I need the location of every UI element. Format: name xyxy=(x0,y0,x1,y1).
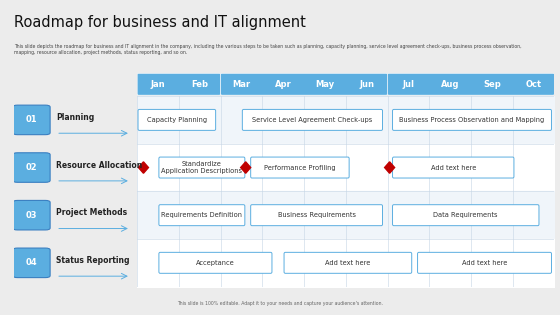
Text: Standardize
Application Descriptions: Standardize Application Descriptions xyxy=(161,161,242,174)
Text: Resource Allocation: Resource Allocation xyxy=(56,161,142,170)
FancyBboxPatch shape xyxy=(284,252,412,273)
Text: Roadmap for business and IT alignment: Roadmap for business and IT alignment xyxy=(14,15,306,30)
Text: Jun: Jun xyxy=(359,80,374,89)
FancyBboxPatch shape xyxy=(393,205,539,226)
Text: Planning: Planning xyxy=(56,113,95,122)
Text: This slide is 100% editable. Adapt it to your needs and capture your audience's : This slide is 100% editable. Adapt it to… xyxy=(177,301,383,306)
Text: Status Reporting: Status Reporting xyxy=(56,256,129,265)
FancyBboxPatch shape xyxy=(251,205,382,226)
Text: Sep: Sep xyxy=(483,80,501,89)
Text: Feb: Feb xyxy=(192,80,208,89)
Text: Requirements Definition: Requirements Definition xyxy=(161,212,242,218)
Text: May: May xyxy=(315,80,334,89)
FancyBboxPatch shape xyxy=(393,109,552,130)
Text: Project Methods: Project Methods xyxy=(56,208,127,217)
Text: Performance Profiling: Performance Profiling xyxy=(264,164,336,170)
Text: 01: 01 xyxy=(26,115,38,124)
FancyBboxPatch shape xyxy=(13,248,50,278)
Text: Business Process Observation and Mapping: Business Process Observation and Mapping xyxy=(399,117,545,123)
Text: Acceptance: Acceptance xyxy=(196,260,235,266)
FancyBboxPatch shape xyxy=(13,153,50,182)
FancyBboxPatch shape xyxy=(137,73,221,95)
FancyBboxPatch shape xyxy=(159,157,245,178)
FancyBboxPatch shape xyxy=(138,109,216,130)
Text: Mar: Mar xyxy=(232,80,250,89)
FancyBboxPatch shape xyxy=(393,157,514,178)
Text: Oct: Oct xyxy=(525,80,542,89)
FancyBboxPatch shape xyxy=(251,157,349,178)
Text: Data Requirements: Data Requirements xyxy=(433,212,498,218)
Text: 04: 04 xyxy=(26,258,38,267)
Text: 03: 03 xyxy=(26,211,37,220)
Text: Jul: Jul xyxy=(403,80,414,89)
Text: Add text here: Add text here xyxy=(325,260,371,266)
Text: Jan: Jan xyxy=(151,80,165,89)
FancyBboxPatch shape xyxy=(221,73,388,95)
Text: Service Level Agreement Check-ups: Service Level Agreement Check-ups xyxy=(253,117,372,123)
Polygon shape xyxy=(385,162,395,173)
FancyBboxPatch shape xyxy=(388,73,554,95)
Polygon shape xyxy=(241,162,251,173)
FancyBboxPatch shape xyxy=(242,109,382,130)
FancyBboxPatch shape xyxy=(13,105,50,135)
FancyBboxPatch shape xyxy=(159,252,272,273)
Text: Apr: Apr xyxy=(275,80,292,89)
FancyBboxPatch shape xyxy=(418,252,552,273)
Text: Add text here: Add text here xyxy=(462,260,507,266)
FancyBboxPatch shape xyxy=(13,200,50,230)
Text: Capacity Planning: Capacity Planning xyxy=(147,117,207,123)
Text: Business Requirements: Business Requirements xyxy=(278,212,356,218)
Text: Add text here: Add text here xyxy=(431,164,476,170)
Text: 02: 02 xyxy=(26,163,38,172)
FancyBboxPatch shape xyxy=(159,205,245,226)
Text: This slide depicts the roadmap for business and IT alignment in the company, inc: This slide depicts the roadmap for busin… xyxy=(14,44,521,55)
Polygon shape xyxy=(138,162,148,173)
Text: Aug: Aug xyxy=(441,80,459,89)
